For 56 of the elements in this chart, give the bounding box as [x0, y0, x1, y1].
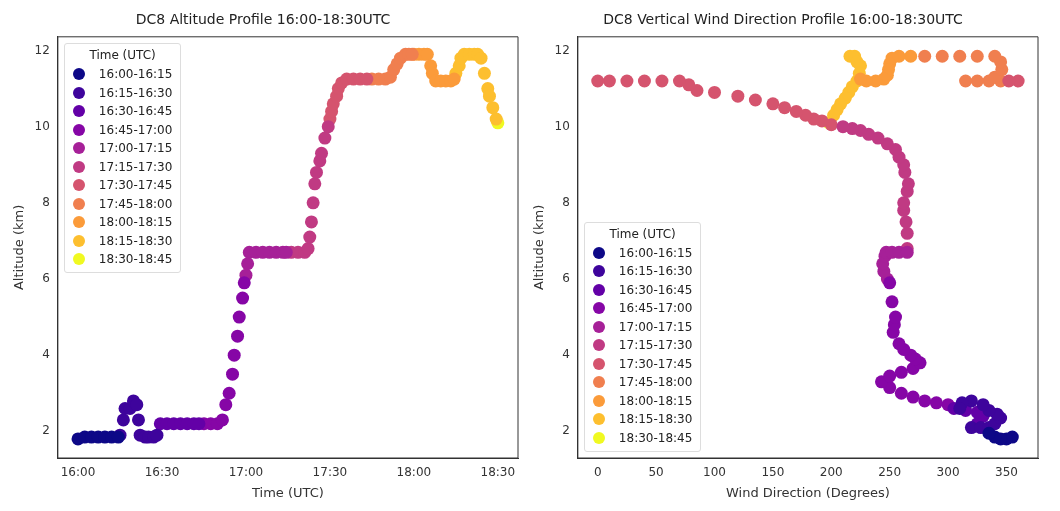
- legend-label: 16:00-16:15: [98, 67, 173, 82]
- y-tick-label: 6: [42, 271, 50, 286]
- y-tick-label: 2: [42, 423, 50, 438]
- x-axis-title: Time (UTC): [251, 484, 324, 500]
- y-tick-label: 2: [562, 423, 570, 438]
- x-tick-label: 200: [819, 465, 843, 480]
- chart-title: DC8 Vertical Wind Direction Profile 16:00-18:30UTC: [603, 11, 964, 28]
- legend-label: 17:15-17:30: [98, 159, 173, 174]
- x-tick-label: 350: [995, 465, 1018, 480]
- legend-label: 18:30-18:45: [98, 252, 173, 267]
- legend-label: 17:45-18:00: [98, 196, 173, 211]
- legend-label: 18:00-18:15: [618, 393, 693, 408]
- x-axis-title: Wind Direction (Degrees): [725, 484, 890, 500]
- y-tick-label: 10: [34, 118, 50, 133]
- x-tick-label: 17:00: [228, 465, 264, 480]
- legend-label: 17:45-18:00: [618, 375, 693, 390]
- legend-label: 18:15-18:30: [98, 233, 173, 248]
- legend-label: 17:30-17:45: [618, 356, 693, 371]
- legend-label: 16:45-17:00: [98, 122, 173, 137]
- x-tick-label: 50: [648, 465, 664, 480]
- x-tick-label: 18:30: [480, 465, 516, 480]
- y-tick-label: 12: [34, 42, 50, 57]
- x-tick-label: 0: [593, 465, 602, 480]
- x-tick-label: 100: [703, 465, 726, 480]
- x-tick-label: 150: [761, 465, 785, 480]
- legend-label: 16:15-16:30: [98, 85, 173, 100]
- x-tick-label: 18:00: [396, 465, 432, 480]
- y-tick-label: 12: [554, 42, 570, 57]
- y-axis-title: Altitude (km): [531, 204, 547, 291]
- legend-label: 18:15-18:30: [618, 412, 693, 427]
- legend-label: 16:30-16:45: [618, 282, 693, 297]
- x-tick-label: 250: [878, 465, 902, 480]
- legend-label: 18:30-18:45: [618, 430, 693, 445]
- y-tick-label: 8: [42, 194, 50, 209]
- legend-label: 16:00-16:15: [618, 245, 693, 260]
- legend-label: 17:15-17:30: [618, 338, 693, 353]
- y-axis-title: Altitude (km): [11, 204, 27, 291]
- y-tick-label: 6: [562, 271, 570, 286]
- legend-label: 17:00-17:15: [98, 141, 173, 156]
- legend-label: 16:45-17:00: [618, 301, 693, 316]
- y-tick-label: 4: [42, 347, 50, 362]
- x-tick-label: 16:00: [60, 465, 96, 480]
- legend-label: 16:15-16:30: [618, 264, 693, 279]
- legend-label: 17:00-17:15: [618, 319, 693, 334]
- y-tick-label: 4: [562, 347, 570, 362]
- legend-label: 17:30-17:45: [98, 178, 173, 193]
- y-tick-label: 8: [562, 194, 570, 209]
- legend-title: Time (UTC): [88, 47, 157, 62]
- legend-title: Time (UTC): [608, 226, 677, 241]
- x-tick-label: 17:30: [312, 465, 348, 480]
- y-tick-label: 10: [554, 118, 570, 133]
- legend-label: 18:00-18:15: [98, 215, 173, 230]
- legend-label: 16:30-16:45: [98, 104, 173, 119]
- x-tick-label: 300: [936, 465, 960, 480]
- chart-title: DC8 Altitude Profile 16:00-18:30UTC: [135, 11, 391, 28]
- x-tick-label: 16:30: [144, 465, 180, 480]
